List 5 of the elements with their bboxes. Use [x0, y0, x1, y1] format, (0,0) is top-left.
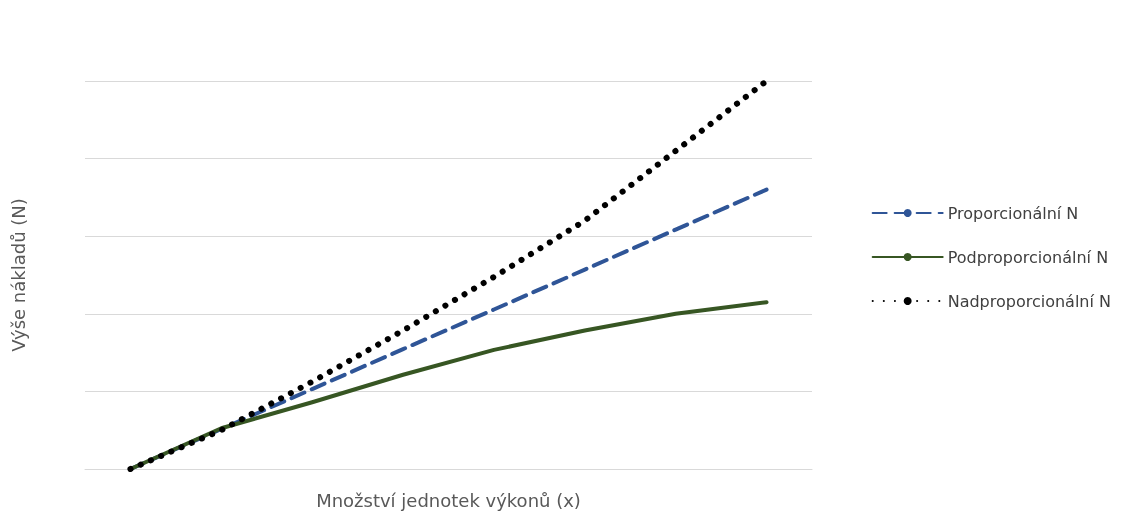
- x-axis-title: Množství jednotek výkonů (x): [316, 489, 581, 511]
- legend-label: Proporcionální N: [947, 203, 1079, 223]
- legend-label: Podproporcionální N: [947, 247, 1109, 267]
- y-axis-title: Výše nákladů (N): [7, 198, 29, 352]
- legend-label: Nadproporcionální N: [947, 291, 1112, 311]
